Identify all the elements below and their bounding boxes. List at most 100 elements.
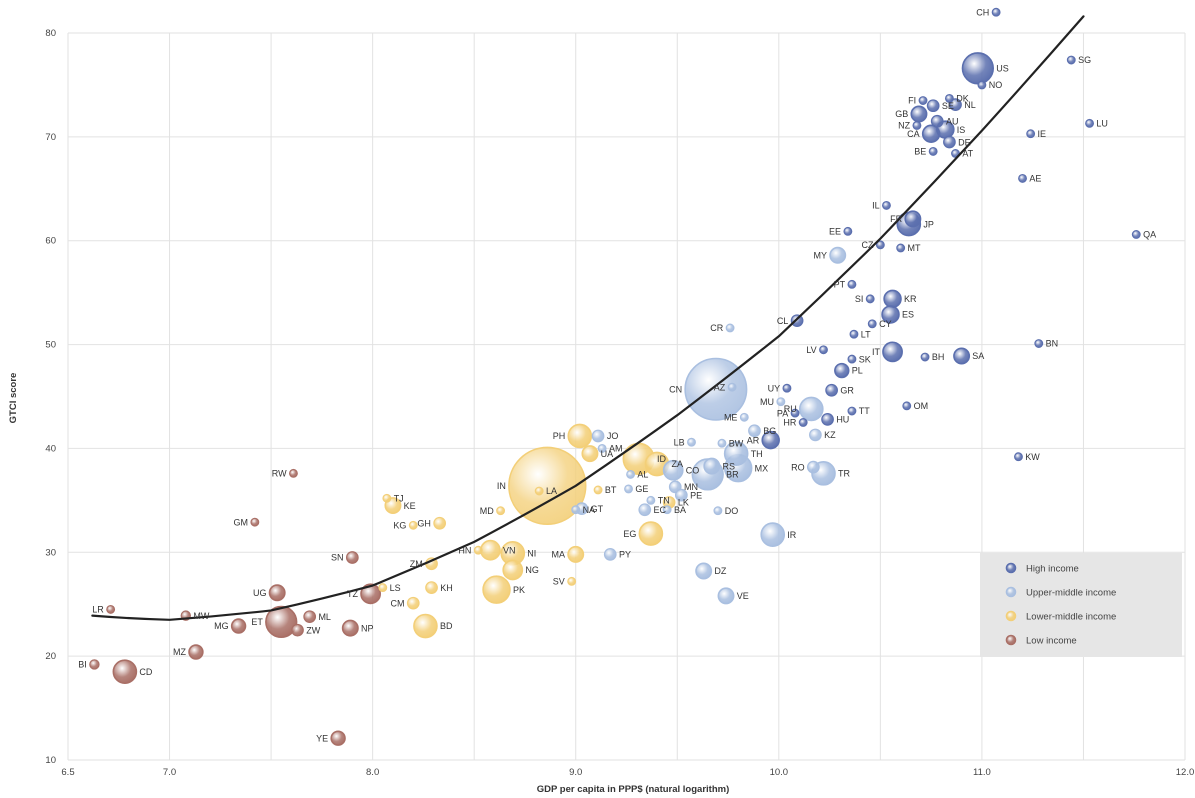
point-label-lb: LB <box>674 437 685 447</box>
data-point-al <box>626 469 636 479</box>
data-point-si <box>865 294 875 304</box>
legend: High income Upper-middle income Lower-midd… <box>980 553 1182 657</box>
data-point-lt <box>849 329 859 339</box>
data-point-bn <box>1034 339 1044 348</box>
point-label-pt: PT <box>834 280 846 290</box>
point-label-gr: GR <box>840 385 854 395</box>
point-label-ml: ML <box>318 612 331 622</box>
data-point-se <box>926 99 940 113</box>
data-point-tz <box>360 583 382 605</box>
data-point-cy <box>867 319 877 329</box>
point-label-ph: PH <box>553 431 566 441</box>
point-label-eg: EG <box>623 529 636 539</box>
point-label-hu: HU <box>836 415 849 425</box>
point-label-gh: GH <box>417 518 431 528</box>
point-label-tn: TN <box>658 496 670 506</box>
point-label-si: SI <box>855 294 864 304</box>
data-point-gb <box>910 105 928 123</box>
data-point-es <box>881 305 900 324</box>
point-label-it: IT <box>872 347 881 357</box>
data-point-la <box>534 486 544 496</box>
point-label-ba: BA <box>674 505 686 515</box>
data-point-pt <box>847 279 857 289</box>
point-label-kg: KG <box>393 520 406 530</box>
point-label-bh: BH <box>932 352 945 362</box>
point-label-hn: HN <box>458 545 471 555</box>
data-point-ro <box>806 460 820 474</box>
data-point-md <box>496 506 506 516</box>
point-label-no: NO <box>989 80 1003 90</box>
data-point-ls <box>378 583 388 593</box>
data-point-il <box>882 200 891 210</box>
point-label-ae: AE <box>1029 174 1041 184</box>
point-label-se: SE <box>942 101 954 111</box>
point-label-pk: PK <box>513 585 525 595</box>
point-label-be: BE <box>914 147 926 157</box>
data-point-np <box>341 619 359 637</box>
point-label-gm: GM <box>234 517 249 527</box>
point-label-nz: NZ <box>898 121 910 131</box>
data-point-am <box>597 443 607 453</box>
point-label-mu: MU <box>760 397 774 407</box>
data-point-ye <box>330 730 346 746</box>
point-label-kz: KZ <box>824 430 836 440</box>
data-point-ir <box>760 522 786 547</box>
point-label-fr: FR <box>890 214 902 224</box>
point-label-mt: MT <box>908 243 921 253</box>
x-tick-label: 12.0 <box>1176 767 1195 778</box>
data-point-kz <box>809 428 822 442</box>
data-point-us <box>961 52 995 85</box>
point-label-vn: VN <box>503 545 516 555</box>
point-label-dk: DK <box>956 94 969 104</box>
data-point-tj <box>382 493 392 503</box>
y-tick-label: 40 <box>45 443 56 454</box>
point-label-sa: SA <box>972 351 984 361</box>
point-label-ie: IE <box>1037 129 1046 139</box>
trendline-layer <box>91 15 1085 621</box>
point-label-me: ME <box>724 412 738 422</box>
point-label-tt: TT <box>859 406 870 416</box>
point-label-ng: NG <box>525 565 539 575</box>
data-point-tn <box>646 495 656 505</box>
point-label-pe: PE <box>690 490 702 500</box>
point-label-bw: BW <box>729 438 744 448</box>
data-point-bh <box>920 352 930 362</box>
point-label-in: IN <box>497 481 506 491</box>
data-point-cz <box>875 240 885 250</box>
data-point-ba <box>662 505 672 515</box>
data-point-ua <box>581 445 599 463</box>
axis-layer: GDP per capita in PPP$ (natural logarith… <box>8 28 1194 795</box>
point-label-mw: MW <box>193 611 209 621</box>
data-point-ca <box>921 124 941 143</box>
data-point-lv <box>819 345 828 355</box>
point-label-lr: LR <box>92 605 104 615</box>
point-label-dz: DZ <box>714 566 726 576</box>
point-label-ru: RU <box>784 404 797 414</box>
point-label-sk: SK <box>859 354 871 364</box>
point-label-py: PY <box>619 550 631 560</box>
data-point-th <box>723 441 749 466</box>
data-point-ng <box>502 559 524 581</box>
data-point-my <box>829 246 847 264</box>
point-label-uy: UY <box>768 383 781 393</box>
point-label-do: DO <box>725 506 739 516</box>
x-tick-label: 8.0 <box>366 767 379 778</box>
data-point-rs <box>703 457 721 475</box>
point-label-pa: PA <box>777 408 788 418</box>
point-label-ch: CH <box>976 7 989 17</box>
point-label-kw: KW <box>1025 452 1040 462</box>
point-label-ke: KE <box>404 501 416 511</box>
point-label-lk: LK <box>678 498 689 508</box>
data-point-uy <box>782 383 792 393</box>
point-label-zm: ZM <box>410 559 423 569</box>
data-point-ae <box>1018 173 1027 183</box>
data-point-eg <box>638 521 664 546</box>
data-point-bg <box>748 424 761 438</box>
point-label-az: AZ <box>714 382 726 392</box>
legend-label-low: Low income <box>1026 636 1077 647</box>
point-label-gb: GB <box>895 109 908 119</box>
y-tick-label: 50 <box>45 340 56 351</box>
data-point-ch <box>991 7 1001 17</box>
